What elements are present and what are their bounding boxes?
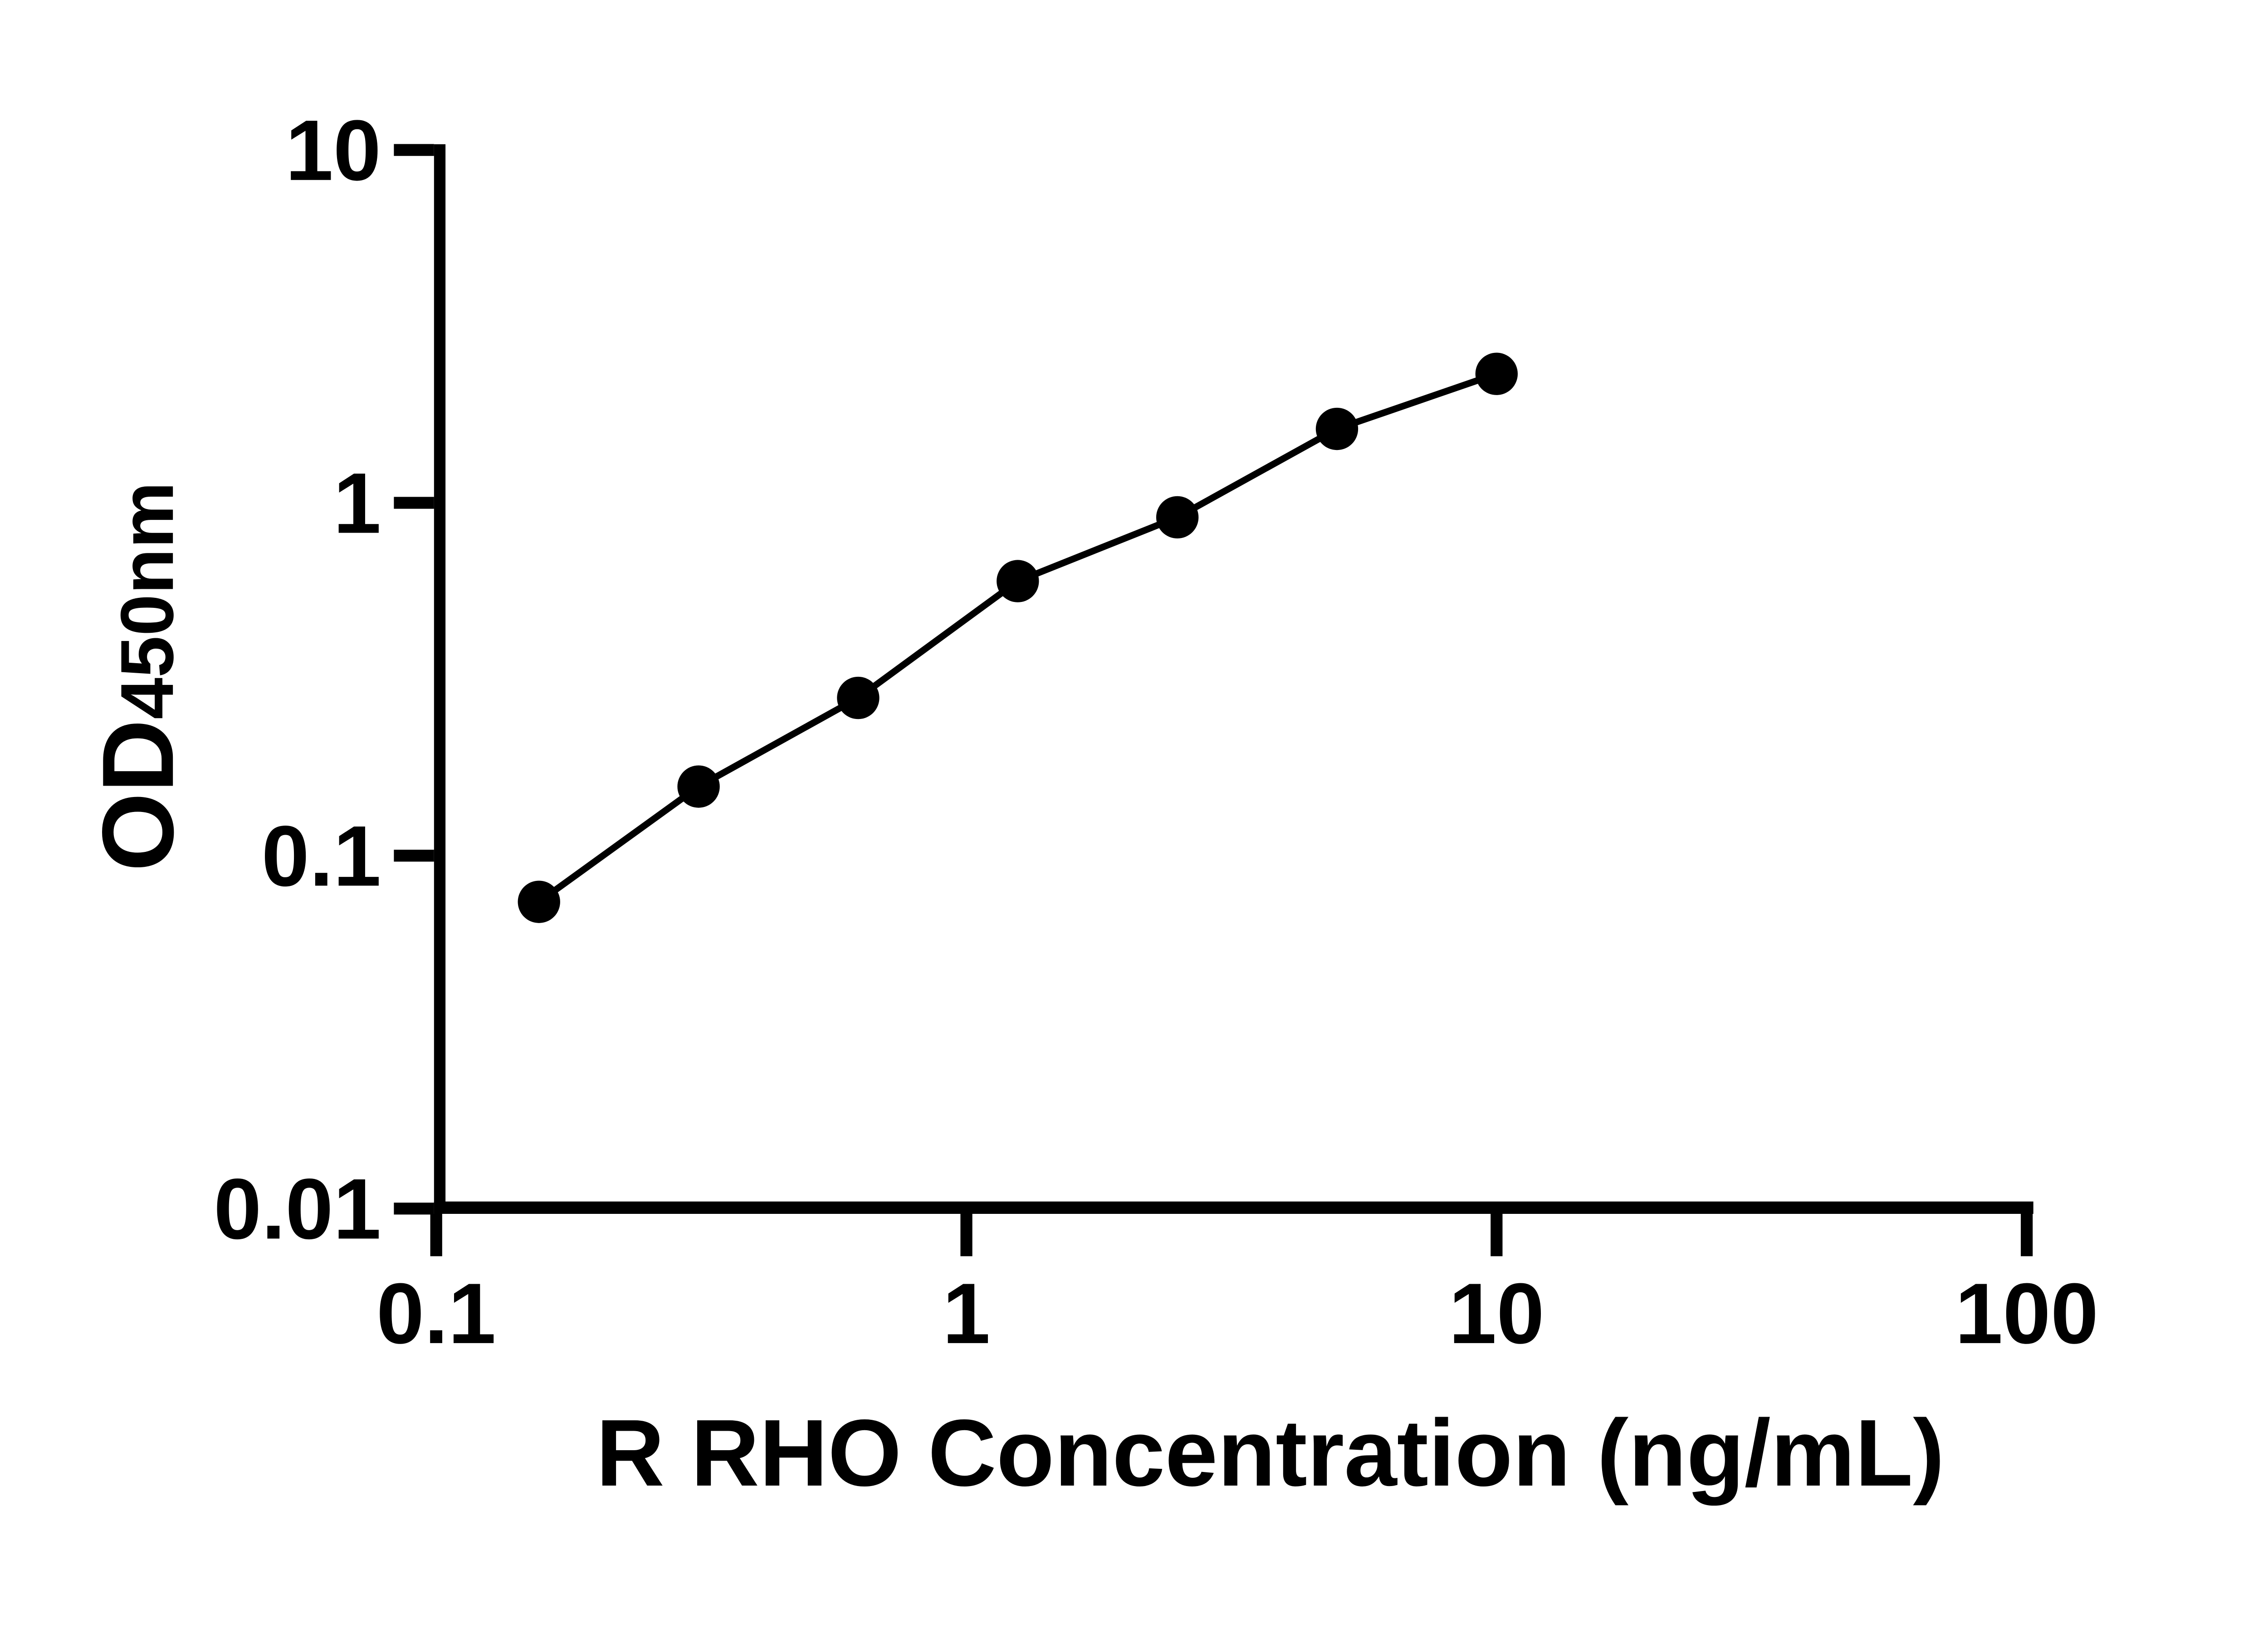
axes xyxy=(434,144,2033,1214)
x-axis-title: R RHO Concentration (ng/mL) xyxy=(596,1400,1945,1506)
x-tick-label-1: 1 xyxy=(943,1266,990,1362)
y-axis-title-subscript: 450nm xyxy=(105,482,189,719)
x-tick-label-100: 100 xyxy=(1955,1266,2098,1362)
y-tick-label-0.1: 0.1 xyxy=(262,808,381,905)
y-tick-label-10: 10 xyxy=(285,103,381,199)
x-tick-label-10: 10 xyxy=(1449,1266,1545,1362)
y-tick-label-1: 1 xyxy=(333,455,381,552)
data-point-4 xyxy=(997,560,1039,602)
data-point-5 xyxy=(1156,496,1199,539)
elisa-standard-curve-figure: 10 1 0.1 0.01 0.1 1 10 100 R RHO Concentration … xyxy=(0,0,2268,1588)
y-tick-label-0.01: 0.01 xyxy=(214,1161,381,1257)
data-point-6 xyxy=(1315,407,1359,450)
data-point-1 xyxy=(518,880,560,923)
chart-background xyxy=(0,0,2268,1588)
x-tick-label-0.1: 0.1 xyxy=(376,1266,496,1362)
ticks xyxy=(394,144,2033,1257)
data-point-2 xyxy=(677,765,720,808)
y-axis-title: OD450nm xyxy=(82,482,195,871)
data-point-3 xyxy=(837,676,880,719)
data-point-7 xyxy=(1475,352,1518,395)
y-axis-title-main: OD xyxy=(82,719,195,871)
data-series xyxy=(518,352,1518,923)
